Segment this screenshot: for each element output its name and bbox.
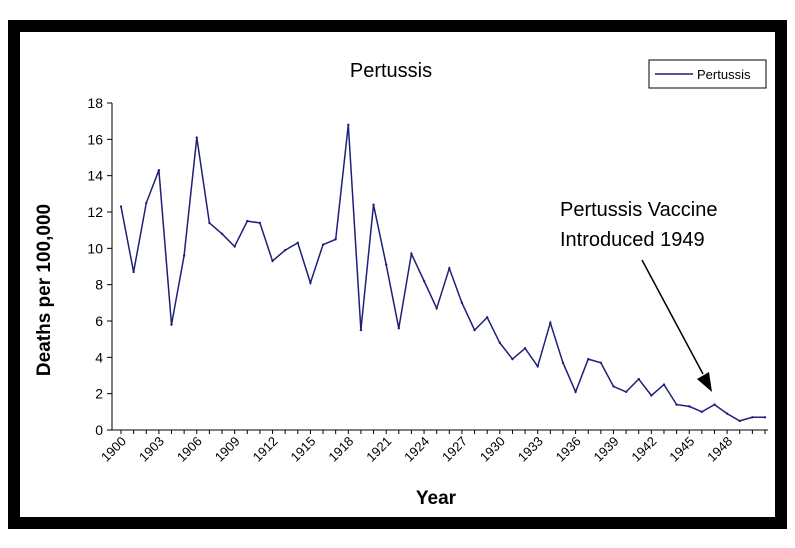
pertussis-line-chart: Pertussis Pertussis Deaths per 100,000 Y… [34,59,768,509]
y-tick-label: 12 [87,204,103,220]
data-point [763,416,767,419]
data-point [182,254,186,257]
series-line-pertussis [120,124,765,422]
data-point [296,241,299,245]
y-ticks: 0 2 4 6 8 10 12 14 16 18 [87,95,112,438]
annotation-arrow-head [697,372,712,392]
x-tick-label: 1945 [666,434,697,465]
legend: Pertussis [648,59,767,89]
data-point [208,221,211,225]
data-point [700,410,704,414]
data-point [637,377,640,381]
data-point [624,390,628,394]
data-point [321,243,325,246]
data-point [460,301,464,305]
x-tick-label: 1906 [174,434,205,465]
data-point [523,347,527,350]
chart-area: Pertussis Pertussis Deaths per 100,000 Y… [20,32,775,517]
data-point [384,263,388,266]
data-point [662,383,666,386]
data-point [220,232,224,235]
y-tick-label: 16 [87,131,103,147]
data-point [119,205,123,208]
x-tick-label: 1936 [553,434,584,465]
y-tick-label: 8 [95,277,103,293]
x-ticks: 1900 1903 1906 1909 1912 1915 1918 1921 1924 1927… [98,430,766,465]
y-tick-label: 4 [95,349,103,365]
x-tick-label: 1933 [515,434,546,465]
data-point [233,245,236,248]
data-point [713,403,716,406]
data-point [561,361,565,364]
x-axis-label: Year [416,488,457,509]
data-point [473,328,476,332]
data-point [688,405,691,408]
data-point [334,238,337,241]
data-point [599,361,603,364]
data-point [574,390,577,394]
y-axis-label: Deaths per 100,000 [34,204,55,376]
data-point [435,307,438,310]
y-tick-label: 14 [87,168,103,184]
chart-title: Pertussis [350,60,432,82]
data-point [372,203,375,206]
x-tick-label: 1909 [212,434,243,465]
data-point [258,221,262,225]
data-point [170,323,173,326]
data-point [422,279,426,283]
x-tick-label: 1942 [628,434,659,465]
data-point [536,365,539,368]
data-point [309,281,312,285]
data-point [738,419,741,423]
x-tick-label: 1927 [439,434,470,465]
data-point [498,341,502,344]
data-point [448,267,451,270]
x-tick-label: 1930 [477,434,508,465]
data-point [132,270,135,274]
y-tick-label: 10 [87,240,103,256]
chart-frame: Pertussis Pertussis Deaths per 100,000 Y… [8,20,787,529]
data-point [725,412,729,415]
x-tick-label: 1912 [250,434,281,465]
data-point [157,169,161,172]
data-point [485,316,489,319]
data-point [271,259,274,263]
data-point [246,219,249,223]
data-point [283,248,287,252]
x-tick-label: 1924 [401,434,432,465]
x-tick-label: 1900 [98,434,129,465]
annotation-line-2: Introduced 1949 [560,229,705,251]
data-point [549,321,552,325]
x-tick-label: 1903 [136,434,167,465]
x-tick-label: 1918 [325,434,356,465]
data-point [145,201,148,205]
data-point [612,385,615,388]
data-point [410,252,413,255]
y-tick-label: 0 [95,422,103,438]
x-tick-label: 1948 [704,434,735,465]
data-point [195,136,198,139]
data-point [397,327,401,330]
annotation-arrow-shaft [641,259,704,375]
x-tick-label: 1939 [591,434,622,465]
y-tick-label: 18 [87,95,103,111]
data-points [119,123,767,423]
data-point [675,403,678,406]
vaccine-annotation: Pertussis Vaccine Introduced 1949 [560,199,717,392]
data-point [751,416,754,419]
data-point [587,357,590,361]
y-tick-label: 6 [95,313,103,329]
data-point [347,123,350,127]
annotation-line-1: Pertussis Vaccine [560,199,717,221]
y-tick-label: 2 [95,386,103,402]
data-point [511,357,514,361]
data-point [359,328,363,332]
x-tick-label: 1921 [363,434,394,465]
legend-label: Pertussis [697,67,751,82]
x-tick-label: 1915 [287,434,318,465]
data-point [650,394,653,397]
